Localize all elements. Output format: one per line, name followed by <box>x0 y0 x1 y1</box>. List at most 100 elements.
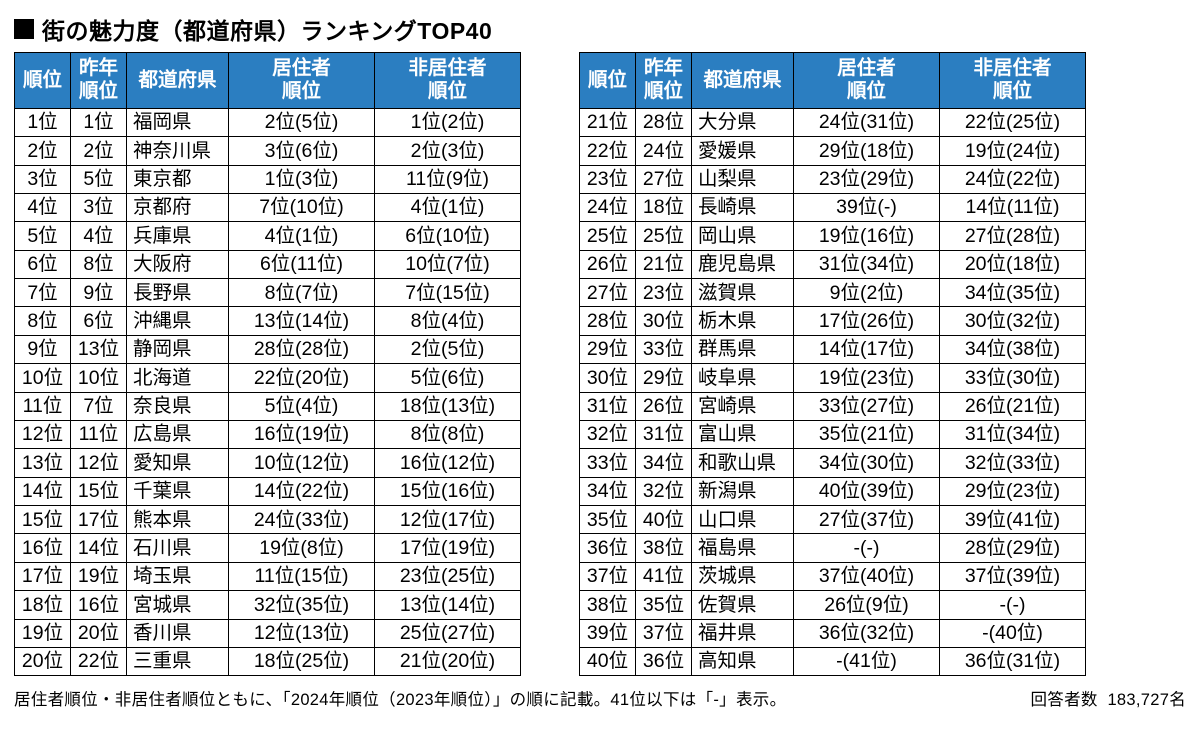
cell-rank: 5位 <box>15 222 71 250</box>
col-nres: 非居住者順位 <box>375 53 521 109</box>
cell-rank: 39位 <box>580 619 636 647</box>
cell-nres: -(40位) <box>940 619 1086 647</box>
respondents-value: 183,727名 <box>1107 691 1186 709</box>
cell-res: 40位(39位) <box>794 477 940 505</box>
cell-res: 6位(11位) <box>229 250 375 278</box>
cell-res: 23位(29位) <box>794 165 940 193</box>
table-row: 35位40位山口県27位(37位)39位(41位) <box>580 506 1086 534</box>
cell-prev: 38位 <box>636 534 692 562</box>
cell-prev: 29位 <box>636 364 692 392</box>
cell-pref: 宮崎県 <box>692 392 794 420</box>
cell-res: 14位(17位) <box>794 335 940 363</box>
cell-prev: 16位 <box>71 591 127 619</box>
cell-prev: 41位 <box>636 562 692 590</box>
cell-res: 24位(31位) <box>794 108 940 136</box>
cell-pref: 福岡県 <box>127 108 229 136</box>
cell-res: 4位(1位) <box>229 222 375 250</box>
cell-res: 39位(-) <box>794 193 940 221</box>
col-rank: 順位 <box>15 53 71 109</box>
cell-res: -(-) <box>794 534 940 562</box>
col-nres: 非居住者順位 <box>940 53 1086 109</box>
cell-res: 28位(28位) <box>229 335 375 363</box>
cell-rank: 8位 <box>15 307 71 335</box>
cell-nres: 17位(19位) <box>375 534 521 562</box>
cell-prev: 28位 <box>636 108 692 136</box>
cell-nres: 23位(25位) <box>375 562 521 590</box>
cell-prev: 37位 <box>636 619 692 647</box>
cell-res: 2位(5位) <box>229 108 375 136</box>
table-row: 13位12位愛知県10位(12位)16位(12位) <box>15 449 521 477</box>
cell-pref: 千葉県 <box>127 477 229 505</box>
cell-rank: 13位 <box>15 449 71 477</box>
table-row: 5位4位兵庫県4位(1位)6位(10位) <box>15 222 521 250</box>
cell-pref: 滋賀県 <box>692 279 794 307</box>
cell-pref: 栃木県 <box>692 307 794 335</box>
table-row: 37位41位茨城県37位(40位)37位(39位) <box>580 562 1086 590</box>
table-row: 29位33位群馬県14位(17位)34位(38位) <box>580 335 1086 363</box>
cell-pref: 兵庫県 <box>127 222 229 250</box>
cell-rank: 21位 <box>580 108 636 136</box>
table-row: 36位38位福島県-(-)28位(29位) <box>580 534 1086 562</box>
cell-pref: 岐阜県 <box>692 364 794 392</box>
cell-rank: 18位 <box>15 591 71 619</box>
cell-rank: 26位 <box>580 250 636 278</box>
cell-prev: 21位 <box>636 250 692 278</box>
cell-nres: 20位(18位) <box>940 250 1086 278</box>
cell-prev: 12位 <box>71 449 127 477</box>
cell-rank: 9位 <box>15 335 71 363</box>
cell-res: 1位(3位) <box>229 165 375 193</box>
cell-res: 9位(2位) <box>794 279 940 307</box>
cell-nres: 39位(41位) <box>940 506 1086 534</box>
cell-prev: 11位 <box>71 420 127 448</box>
cell-rank: 30位 <box>580 364 636 392</box>
table-row: 11位7位奈良県5位(4位)18位(13位) <box>15 392 521 420</box>
cell-prev: 1位 <box>71 108 127 136</box>
cell-rank: 38位 <box>580 591 636 619</box>
cell-res: 16位(19位) <box>229 420 375 448</box>
cell-rank: 35位 <box>580 506 636 534</box>
cell-prev: 17位 <box>71 506 127 534</box>
cell-rank: 36位 <box>580 534 636 562</box>
cell-res: 3位(6位) <box>229 137 375 165</box>
cell-nres: 8位(8位) <box>375 420 521 448</box>
cell-rank: 37位 <box>580 562 636 590</box>
table-row: 8位6位沖縄県13位(14位)8位(4位) <box>15 307 521 335</box>
cell-pref: 東京都 <box>127 165 229 193</box>
table-row: 7位9位長野県8位(7位)7位(15位) <box>15 279 521 307</box>
cell-prev: 20位 <box>71 619 127 647</box>
table-row: 28位30位栃木県17位(26位)30位(32位) <box>580 307 1086 335</box>
cell-nres: 16位(12位) <box>375 449 521 477</box>
cell-rank: 25位 <box>580 222 636 250</box>
cell-pref: 長野県 <box>127 279 229 307</box>
footnote: 居住者順位・非居住者順位ともに、「2024年順位（2023年順位）」の順に記載。… <box>14 686 786 710</box>
cell-res: -(41位) <box>794 647 940 675</box>
table-row: 22位24位愛媛県29位(18位)19位(24位) <box>580 137 1086 165</box>
cell-nres: 25位(27位) <box>375 619 521 647</box>
table-row: 2位2位神奈川県3位(6位)2位(3位) <box>15 137 521 165</box>
cell-prev: 19位 <box>71 562 127 590</box>
cell-nres: 26位(21位) <box>940 392 1086 420</box>
cell-prev: 4位 <box>71 222 127 250</box>
cell-pref: 香川県 <box>127 619 229 647</box>
cell-pref: 三重県 <box>127 647 229 675</box>
cell-pref: 静岡県 <box>127 335 229 363</box>
cell-prev: 40位 <box>636 506 692 534</box>
cell-rank: 1位 <box>15 108 71 136</box>
cell-pref: 岡山県 <box>692 222 794 250</box>
cell-res: 19位(23位) <box>794 364 940 392</box>
table-row: 3位5位東京都1位(3位)11位(9位) <box>15 165 521 193</box>
title-row: 街の魅力度（都道府県）ランキングTOP40 <box>14 12 1186 46</box>
cell-rank: 28位 <box>580 307 636 335</box>
cell-prev: 30位 <box>636 307 692 335</box>
cell-nres: 37位(39位) <box>940 562 1086 590</box>
cell-pref: 大分県 <box>692 108 794 136</box>
cell-rank: 4位 <box>15 193 71 221</box>
cell-rank: 10位 <box>15 364 71 392</box>
respondents-label: 回答者数 <box>1030 691 1097 709</box>
cell-nres: 34位(35位) <box>940 279 1086 307</box>
cell-nres: 28位(29位) <box>940 534 1086 562</box>
cell-res: 37位(40位) <box>794 562 940 590</box>
cell-prev: 35位 <box>636 591 692 619</box>
cell-prev: 13位 <box>71 335 127 363</box>
cell-res: 31位(34位) <box>794 250 940 278</box>
